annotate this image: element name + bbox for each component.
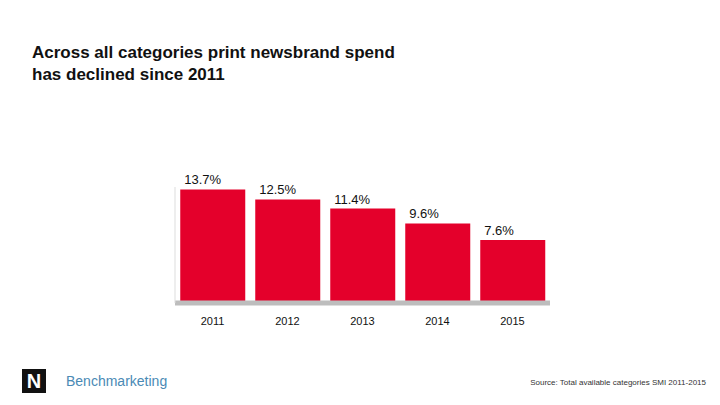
html-text:Benchmarketing: Benchmarketing [66, 373, 168, 389]
svg-text:9.6%: 9.6% [409, 206, 439, 221]
svg-text:11.4%: 11.4% [334, 192, 370, 207]
svg-text:2013: 2013 [350, 315, 374, 327]
svg-text:7.6%: 7.6% [484, 223, 514, 238]
svg-text:2014: 2014 [425, 315, 449, 327]
svg-text:2011: 2011 [201, 315, 225, 327]
svg-text:13.7%: 13.7% [184, 172, 221, 187]
svg-text:2015: 2015 [500, 315, 524, 327]
html-text:Across all categories print ne: Across all categories print newsbrand sp… [32, 43, 395, 84]
svg-text:12.5%: 12.5% [259, 182, 296, 197]
html-text:N: N [26, 370, 42, 392]
html-text:Source: Total available catego: Source: Total available categories SMI 2… [530, 378, 706, 387]
svg-text:2012: 2012 [275, 315, 299, 327]
